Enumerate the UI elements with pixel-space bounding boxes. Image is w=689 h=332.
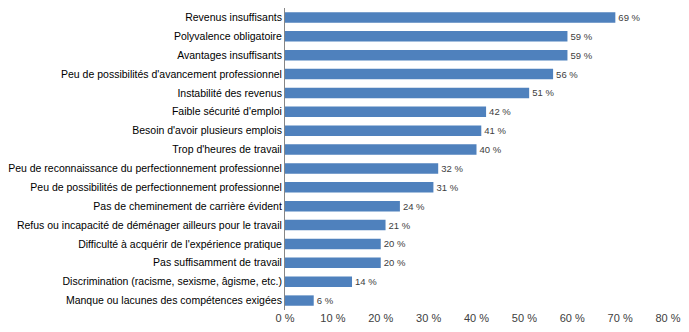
svg-text:41 %: 41 %	[484, 125, 506, 136]
svg-text:59 %: 59 %	[570, 31, 592, 42]
svg-text:56 %: 56 %	[556, 69, 578, 80]
svg-text:Pas suffisamment de travail: Pas suffisamment de travail	[153, 256, 282, 268]
svg-text:24 %: 24 %	[403, 201, 425, 212]
svg-text:Pas de cheminement de carrière: Pas de cheminement de carrière évident	[93, 200, 282, 212]
svg-text:Instabilité des revenus: Instabilité des revenus	[177, 87, 281, 99]
svg-text:20 %: 20 %	[384, 257, 406, 268]
svg-text:59 %: 59 %	[570, 50, 592, 61]
svg-text:69 %: 69 %	[618, 12, 640, 23]
svg-text:50 %: 50 %	[512, 312, 537, 324]
svg-text:Discrimination (racisme, sexis: Discrimination (racisme, sexisme, âgisme…	[63, 275, 282, 287]
svg-text:Difficulté à acquérir de l'exp: Difficulté à acquérir de l'expérience pr…	[78, 238, 282, 250]
svg-text:Trop d'heures de travail: Trop d'heures de travail	[172, 143, 282, 155]
svg-text:70 %: 70 %	[608, 312, 633, 324]
svg-text:Peu de possibilités d'avanceme: Peu de possibilités d'avancement profess…	[61, 68, 282, 80]
svg-text:30 %: 30 %	[416, 312, 441, 324]
svg-text:42 %: 42 %	[489, 106, 511, 117]
svg-text:20 %: 20 %	[368, 312, 393, 324]
svg-text:80 %: 80 %	[655, 312, 680, 324]
svg-text:60 %: 60 %	[560, 312, 585, 324]
svg-text:Refus ou incapacité de déménag: Refus ou incapacité de déménager ailleur…	[17, 219, 282, 231]
svg-text:20 %: 20 %	[384, 238, 406, 249]
svg-text:40 %: 40 %	[464, 312, 489, 324]
svg-text:Manque ou lacunes des compéten: Manque ou lacunes des compétences exigée…	[66, 294, 282, 306]
svg-text:0 %: 0 %	[276, 312, 295, 324]
svg-text:21 %: 21 %	[389, 220, 411, 231]
svg-text:10 %: 10 %	[320, 312, 345, 324]
svg-text:Besoin d'avoir plusieurs emplo: Besoin d'avoir plusieurs emplois	[132, 124, 282, 136]
svg-text:32 %: 32 %	[441, 163, 463, 174]
svg-text:40 %: 40 %	[480, 144, 502, 155]
svg-text:14 %: 14 %	[355, 276, 377, 287]
svg-text:Revenus insuffisants: Revenus insuffisants	[185, 11, 282, 23]
svg-text:31 %: 31 %	[436, 182, 458, 193]
svg-text:Faible sécurité d'emploi: Faible sécurité d'emploi	[172, 105, 282, 117]
svg-text:51 %: 51 %	[532, 87, 554, 98]
svg-text:Peu de possibilités de perfect: Peu de possibilités de perfectionnement …	[30, 181, 282, 193]
svg-text:Peu de reconnaissance du perfe: Peu de reconnaissance du perfectionnemen…	[8, 162, 282, 174]
svg-text:Polyvalence obligatoire: Polyvalence obligatoire	[174, 30, 282, 42]
svg-text:6 %: 6 %	[317, 295, 334, 306]
svg-text:Avantages insuffisants: Avantages insuffisants	[177, 49, 282, 61]
